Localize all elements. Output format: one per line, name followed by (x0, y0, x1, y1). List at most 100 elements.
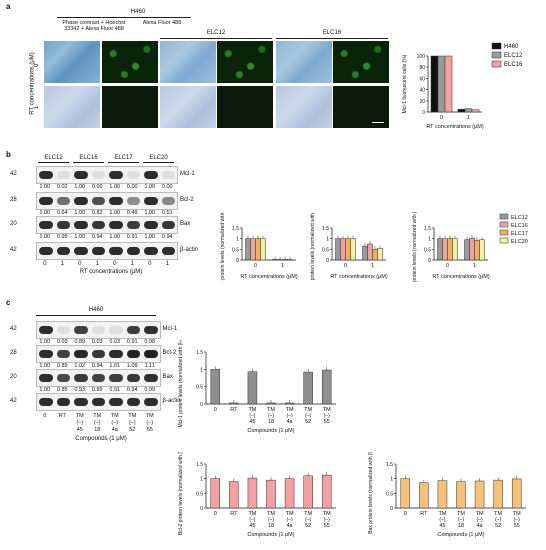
band (126, 398, 140, 406)
micrograph-elc16-alexa-0 (333, 41, 389, 83)
lane-label: 0 (43, 261, 47, 267)
bar-0-1 (250, 238, 256, 261)
bar-TM4a-0 (474, 480, 485, 509)
band (109, 197, 123, 205)
x-tick-label: TM (438, 511, 446, 517)
x-tick-label: (–) (477, 517, 483, 523)
lane-label: 1 (60, 261, 64, 267)
band (144, 171, 158, 179)
legend-swatch-0 (491, 42, 502, 50)
x-tick-label: (–) (287, 517, 293, 523)
x-tick-label: 1 (467, 115, 470, 121)
x-axis-title: Compounds (1 μM) (247, 428, 294, 434)
lane-label: 1 (95, 261, 99, 267)
quant-value: 0.91 (126, 234, 138, 240)
legend-label-1: ELC12 (504, 53, 523, 59)
micrograph-h460-alexa-0 (102, 41, 158, 83)
band (39, 247, 53, 255)
y-tick-label: 80 (419, 65, 425, 71)
y-tick-label: 1 (390, 477, 393, 483)
quant-value: 1.00 (144, 234, 156, 240)
x-axis-title: RT concentrations (μM) (426, 124, 484, 130)
lane-label: 0 (78, 261, 82, 267)
kda-label: 28 (10, 197, 17, 203)
bar-1-1 (464, 108, 473, 113)
quant-value: 0.00 (91, 184, 103, 190)
bar-TM45-0 (247, 371, 258, 405)
quant-value: 0.91 (109, 387, 121, 393)
quant-value: 0.98 (144, 339, 156, 345)
quant-value: 1.09 (126, 363, 138, 369)
quant-value: 0.51 (161, 210, 173, 216)
band (56, 221, 70, 229)
y-tick-label: 0 (200, 506, 203, 512)
bar-1-3 (479, 239, 485, 261)
y-tick-label: 0.5 (424, 247, 431, 253)
band (39, 374, 53, 382)
quant-value: 1.00 (39, 234, 51, 240)
y-axis-title: Mcl-1 fluorescent cells (%) (402, 54, 408, 113)
x-tick-label: TM (323, 407, 331, 413)
band (56, 197, 70, 205)
blot-c-xlabel: Compounds (1 μM) (75, 436, 127, 442)
group-elc12-label: ELC12 (206, 30, 226, 36)
blot-b-group-ELC20: ELC20 (149, 155, 168, 161)
bar-TM18-0 (266, 479, 276, 509)
lane-label: (–) (128, 420, 136, 426)
bar-0-0 (430, 55, 439, 113)
col-alexa-label: Alexa Fluor 488 (142, 20, 182, 26)
x-axis-title: RT concentrations (μM) (432, 274, 490, 280)
bar-1-2 (282, 259, 288, 261)
band (74, 221, 88, 229)
bar-1-2 (474, 240, 480, 261)
lane-label: TM (75, 413, 84, 419)
y-tick-label: 1.5 (386, 462, 393, 468)
x-tick-label: 0 (440, 115, 443, 121)
x-tick-label: 52 (305, 523, 311, 529)
quant-value: 0.85 (56, 387, 68, 393)
panel-c-label: c (6, 298, 11, 307)
lane-label: (–) (111, 420, 119, 426)
bar-0-1 (340, 238, 346, 261)
bar-1-0 (272, 259, 278, 261)
legend-label-0: H460 (504, 44, 519, 50)
chart-c-bax: 00.511.50 RT TM(–)45TM(–)18TM(–)4aTM(–)52T… (368, 452, 526, 538)
chart-b-mcl1: 0 0.5 1 1.5 0 1 Mcl-1 protein levels (normaliz… (220, 212, 298, 282)
micrograph-elc12-alexa-1 (217, 86, 273, 128)
band (56, 398, 70, 406)
band (74, 171, 88, 179)
band (144, 326, 158, 334)
micrograph-elc16-alexa-1 (333, 86, 389, 128)
x-tick-label: TM (457, 511, 465, 517)
x-tick-label: (–) (305, 413, 311, 419)
quant-value: 1.00 (39, 387, 51, 393)
blot-strip-Mcl-1 (36, 321, 161, 339)
group-h460-label: H460 (130, 9, 146, 15)
y-tick-label: 1 (236, 237, 239, 243)
lane-label: 45 (76, 427, 83, 433)
x-tick-label: TM (476, 511, 484, 517)
x-tick-label: TM (286, 511, 294, 517)
quant-value: 0.03 (109, 339, 121, 345)
legend-label-ELC20: ELC20 (511, 239, 528, 245)
blot-b-xlabel: RT concentrations (μM) (79, 269, 143, 275)
x-tick-label: (–) (324, 413, 330, 419)
quant-value: 1.02 (74, 363, 86, 369)
legend-label-ELC12: ELC12 (511, 215, 528, 221)
x-tick-label: 45 (249, 523, 255, 529)
bar-TM18-0 (266, 402, 276, 405)
y-tick-label: 1.5 (424, 226, 431, 232)
x-axis-title: Compounds (1 μM) (437, 532, 484, 538)
band (91, 247, 105, 255)
kda-label: 42 (10, 398, 17, 404)
band (74, 247, 88, 255)
quant-value: 1.01 (109, 363, 121, 369)
x-tick-label: 4a (477, 523, 484, 529)
y-axis-title: Mcl-1 protein levels (normalized with β-… (220, 212, 226, 282)
y-tick-label: 60 (419, 76, 425, 82)
col-phase-contrast-label: Phase contrast + Hoechst 33342 + Alexa F… (62, 20, 126, 32)
blot-b-group-ELC16: ELC16 (79, 155, 98, 161)
band (144, 398, 158, 406)
lane-label: 52 (129, 427, 136, 433)
bar-0-3 (260, 238, 266, 261)
